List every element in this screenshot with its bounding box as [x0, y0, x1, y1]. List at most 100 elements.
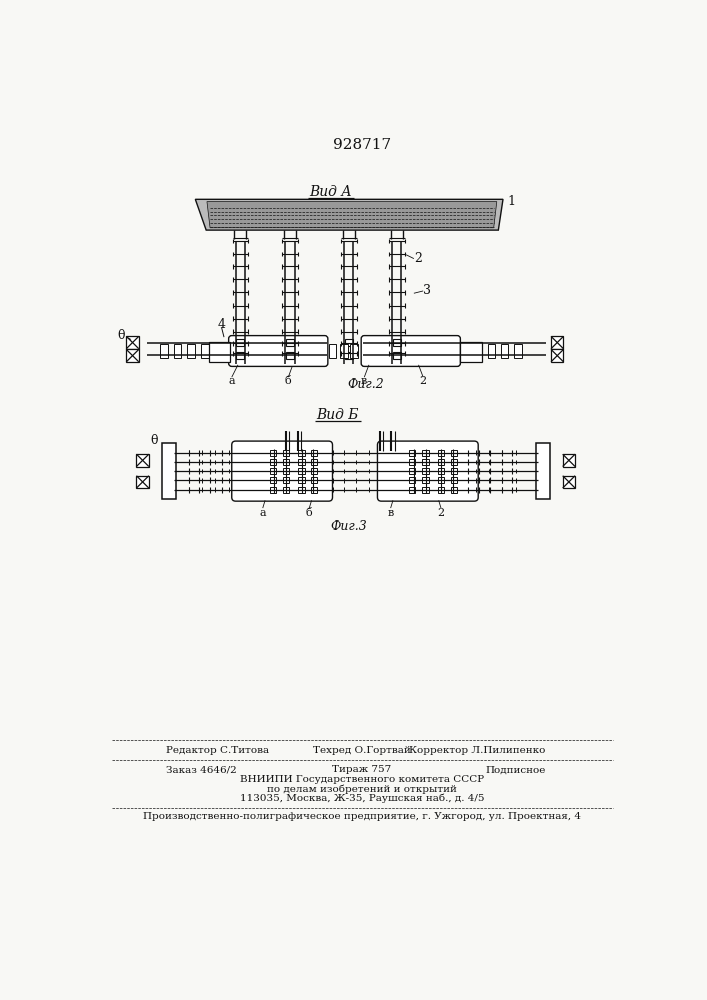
Text: Корректор Л.Пилипенко: Корректор Л.Пилипенко	[409, 746, 546, 755]
Bar	[283, 487, 289, 493]
Text: 928717: 928717	[333, 138, 391, 152]
Bar	[422, 468, 428, 474]
Text: Заказ 4646/2: Заказ 4646/2	[166, 765, 237, 774]
Text: θ: θ	[151, 434, 158, 447]
Text: 4: 4	[218, 318, 226, 331]
Text: ВНИИПИ Государственного комитета СССР: ВНИИПИ Государственного комитета СССР	[240, 775, 484, 784]
Bar	[127, 336, 139, 349]
Polygon shape	[207, 202, 497, 228]
Bar	[474, 344, 482, 358]
Bar	[345, 339, 353, 346]
Bar	[438, 459, 444, 465]
Bar	[298, 459, 305, 465]
Text: 2: 2	[420, 376, 427, 386]
Bar	[270, 468, 276, 474]
Bar	[160, 344, 168, 358]
Bar	[311, 477, 317, 483]
Bar	[283, 477, 289, 483]
Bar	[298, 477, 305, 483]
Bar	[351, 344, 358, 358]
Bar	[136, 454, 149, 466]
Bar	[438, 450, 444, 456]
Text: 2: 2	[414, 252, 422, 265]
Bar	[345, 352, 353, 359]
Bar	[551, 336, 563, 349]
Bar	[311, 450, 317, 456]
Bar	[270, 450, 276, 456]
Text: в: в	[387, 508, 394, 518]
Bar	[187, 344, 194, 358]
Bar	[422, 450, 428, 456]
Bar	[283, 450, 289, 456]
Bar	[329, 344, 337, 358]
Text: а: а	[259, 508, 266, 518]
Bar	[451, 450, 457, 456]
Bar	[409, 450, 416, 456]
Bar	[236, 339, 244, 346]
Bar	[311, 468, 317, 474]
Bar	[212, 344, 220, 358]
Bar	[501, 344, 508, 358]
Bar	[201, 344, 209, 358]
Text: Техред О.Гортвай: Техред О.Гортвай	[313, 746, 411, 755]
Polygon shape	[195, 199, 503, 230]
Bar	[298, 487, 305, 493]
Bar	[286, 352, 293, 359]
Bar	[283, 459, 289, 465]
Bar	[460, 342, 482, 362]
Bar	[422, 459, 428, 465]
Bar	[535, 443, 549, 499]
Text: в: в	[361, 376, 368, 386]
Bar	[236, 352, 244, 359]
FancyBboxPatch shape	[228, 336, 328, 366]
Bar	[451, 459, 457, 465]
Bar	[488, 344, 495, 358]
Bar	[438, 477, 444, 483]
Bar	[340, 344, 348, 358]
Bar	[422, 477, 428, 483]
Bar	[174, 344, 182, 358]
Bar	[127, 349, 139, 362]
Text: Подписное: Подписное	[485, 765, 546, 774]
Bar	[409, 487, 416, 493]
Text: θ: θ	[117, 329, 124, 342]
Bar	[209, 342, 230, 362]
Text: Вид Б: Вид Б	[317, 408, 359, 422]
Bar	[286, 339, 293, 346]
Bar	[298, 468, 305, 474]
Text: б: б	[285, 376, 292, 386]
Text: 113035, Москва, Ж-35, Раушская наб., д. 4/5: 113035, Москва, Ж-35, Раушская наб., д. …	[240, 794, 484, 803]
Bar	[270, 477, 276, 483]
Bar	[563, 476, 575, 488]
FancyBboxPatch shape	[361, 336, 460, 366]
Bar	[283, 468, 289, 474]
Bar	[551, 349, 563, 362]
Bar	[311, 459, 317, 465]
Bar	[422, 487, 428, 493]
Bar	[311, 487, 317, 493]
Bar	[298, 450, 305, 456]
Text: Производственно-полиграфическое предприятие, г. Ужгород, ул. Проектная, 4: Производственно-полиграфическое предприя…	[143, 812, 581, 821]
Text: 2: 2	[438, 508, 445, 518]
Bar	[514, 344, 522, 358]
Bar	[393, 339, 401, 346]
Text: Вид А: Вид А	[310, 185, 352, 199]
Bar	[438, 468, 444, 474]
Bar	[462, 344, 470, 358]
Text: Редактор С.Титова: Редактор С.Титова	[166, 746, 269, 755]
Bar	[563, 454, 575, 466]
Bar	[409, 468, 416, 474]
Bar	[409, 459, 416, 465]
Text: а: а	[228, 376, 235, 386]
Text: 1: 1	[508, 195, 515, 208]
Bar	[162, 443, 176, 499]
Text: Фиг.2: Фиг.2	[347, 378, 384, 391]
Text: Фиг.3: Фиг.3	[330, 520, 367, 533]
Bar	[438, 487, 444, 493]
Bar	[270, 459, 276, 465]
Text: по делам изобретений и открытий: по делам изобретений и открытий	[267, 784, 457, 794]
FancyBboxPatch shape	[378, 441, 478, 501]
Bar	[136, 476, 149, 488]
Bar	[451, 468, 457, 474]
Text: 3: 3	[423, 284, 431, 297]
